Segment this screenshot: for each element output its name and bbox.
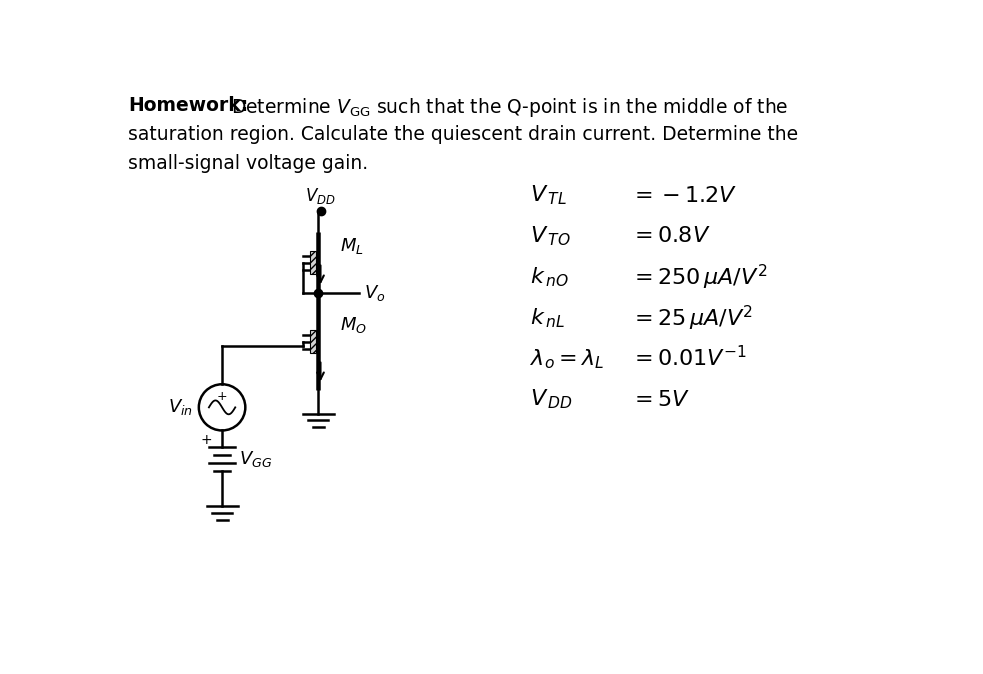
- Text: $V_{\,TO}$: $V_{\,TO}$: [530, 224, 570, 248]
- Text: $= 0.8V$: $= 0.8V$: [630, 225, 711, 247]
- Text: $\mathit{M_L}$: $\mathit{M_L}$: [340, 236, 364, 255]
- Bar: [311, 330, 316, 353]
- Text: $= -1.2V$: $= -1.2V$: [630, 185, 738, 207]
- Text: $V_{\,TL}$: $V_{\,TL}$: [530, 184, 567, 208]
- Text: $= 250\,\mu A / V^2$: $= 250\,\mu A / V^2$: [630, 263, 768, 292]
- Text: $\mathit{V_o}$: $\mathit{V_o}$: [364, 283, 385, 303]
- Text: $\mathit{V_{in}}$: $\mathit{V_{in}}$: [168, 398, 193, 417]
- Text: $k_{\,nO}$: $k_{\,nO}$: [530, 266, 568, 289]
- Text: small-signal voltage gain.: small-signal voltage gain.: [129, 154, 369, 173]
- Text: $\mathit{V_{DD}}$: $\mathit{V_{DD}}$: [305, 185, 336, 206]
- Text: $V_{\,DD}$: $V_{\,DD}$: [530, 388, 573, 411]
- Text: $= 0.01V^{-1}$: $= 0.01V^{-1}$: [630, 346, 747, 371]
- Text: +: +: [217, 390, 227, 403]
- Text: Homework:: Homework:: [129, 96, 249, 115]
- Text: saturation region. Calculate the quiescent drain current. Determine the: saturation region. Calculate the quiesce…: [129, 125, 798, 144]
- Text: $= 5V$: $= 5V$: [630, 389, 690, 410]
- Bar: [311, 251, 316, 274]
- Text: $\mathit{M_O}$: $\mathit{M_O}$: [340, 315, 367, 335]
- Text: $\lambda_o = \lambda_L$: $\lambda_o = \lambda_L$: [530, 347, 605, 371]
- Text: +: +: [201, 433, 212, 448]
- Text: $k_{\,nL}$: $k_{\,nL}$: [530, 306, 565, 330]
- Text: Determine $V_{\rm GG}$ such that the Q-point is in the middle of the: Determine $V_{\rm GG}$ such that the Q-p…: [231, 96, 788, 119]
- Text: $\mathit{V_{GG}}$: $\mathit{V_{GG}}$: [239, 449, 272, 469]
- Text: $= 25\,\mu A / V^2$: $= 25\,\mu A / V^2$: [630, 303, 754, 333]
